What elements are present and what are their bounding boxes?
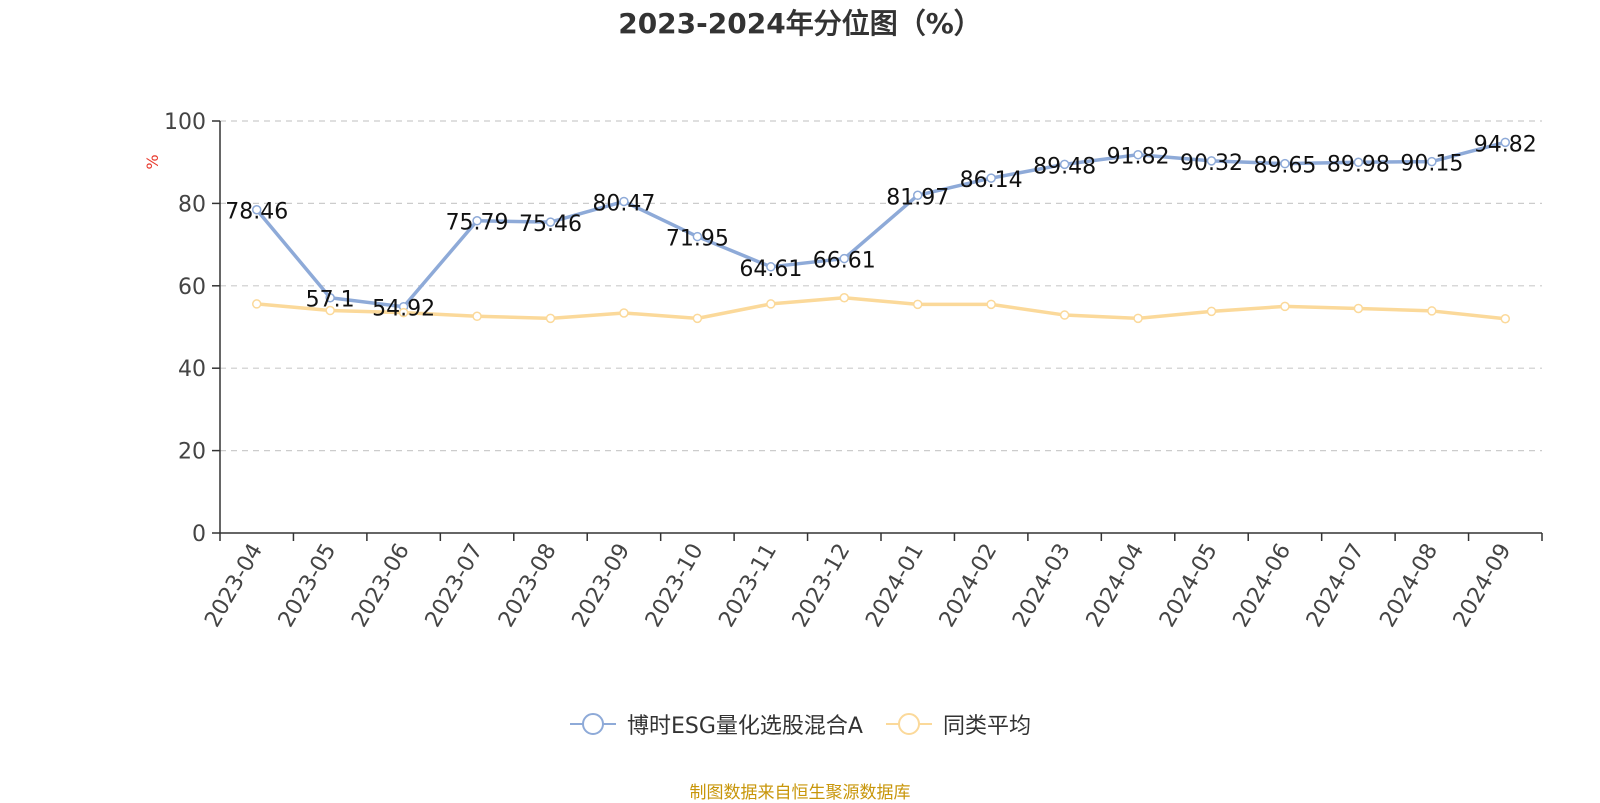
data-point: [251, 204, 262, 215]
grid-lines: [220, 120, 1542, 452]
axes: 0 20 40 60 80 100 2023-04 2023-05 2023-06 2023-07…: [164, 110, 1543, 632]
data-point: [766, 299, 776, 309]
data-label: 90.15: [1400, 152, 1463, 177]
series-line: [254, 295, 1508, 321]
series-1: [251, 137, 1511, 312]
x-tick-label: 2024-03: [1008, 540, 1076, 632]
y-tick-label: 100: [164, 110, 206, 135]
data-point: [912, 299, 923, 310]
x-tick-label: 2024-04: [1082, 540, 1150, 632]
x-tick-label: 2023-10: [641, 540, 709, 632]
data-point: [1280, 301, 1290, 312]
data-point: [325, 292, 335, 303]
data-point: [1206, 306, 1217, 317]
legend-marker-icon: [885, 713, 932, 735]
chart-title: 2023-2024年分位图（%）: [618, 7, 982, 40]
x-tick-label: 2023-08: [494, 540, 562, 632]
legend: 博时ESG量化选股混合A 同类平均: [0, 708, 1600, 740]
data-label: 80.47: [592, 191, 655, 216]
x-tick-label: 2024-07: [1302, 540, 1370, 632]
data-point: [1059, 310, 1070, 320]
x-tick-label: 2024-08: [1375, 540, 1443, 632]
data-point: [251, 299, 262, 309]
x-tick-label: 2023-04: [200, 540, 268, 632]
data-point: [472, 311, 482, 322]
x-tick-label: 2023-07: [421, 540, 489, 632]
data-label: 94.82: [1474, 132, 1537, 157]
x-tick-label: 2023-12: [788, 540, 856, 632]
x-tick-label: 2023-06: [347, 540, 415, 632]
data-point: [1427, 306, 1437, 316]
data-point: [545, 313, 556, 324]
data-point: [839, 292, 850, 303]
series-line: [254, 140, 1508, 309]
y-tick-label: 0: [192, 522, 206, 547]
legend-item-1[interactable]: 博时ESG量化选股混合A: [569, 708, 863, 740]
data-label: 89.48: [1033, 154, 1096, 179]
data-label: 75.46: [519, 212, 582, 237]
data-label: 90.32: [1180, 151, 1243, 176]
data-label: 89.65: [1253, 154, 1316, 179]
series-2: [251, 292, 1511, 324]
data-point: [1500, 314, 1511, 324]
data-label: 86.14: [960, 168, 1023, 193]
data-point: [1280, 158, 1290, 169]
data-point: [325, 305, 335, 316]
x-tick-label: 2023-05: [274, 540, 342, 632]
data-label: 57.1: [306, 288, 355, 313]
data-point: [986, 299, 996, 310]
y-axis-unit-label: %: [143, 154, 162, 169]
data-label: 78.46: [225, 200, 288, 225]
data-point: [545, 217, 556, 227]
data-label: 64.61: [739, 257, 802, 282]
legend-label: 博时ESG量化选股混合A: [627, 714, 863, 739]
data-point: [619, 196, 629, 207]
data-point: [1427, 156, 1437, 167]
data-point: [692, 231, 703, 242]
data-label: 71.95: [666, 227, 729, 252]
data-point: [472, 215, 482, 226]
data-label: 91.82: [1107, 145, 1170, 170]
y-tick-label: 80: [178, 192, 206, 217]
x-tick-label: 2023-11: [714, 540, 782, 632]
y-tick-label: 60: [178, 275, 206, 300]
data-point: [912, 190, 923, 201]
y-tick-label: 20: [178, 440, 206, 465]
source-note: 制图数据来自恒生聚源数据库: [689, 783, 911, 803]
data-point: [1206, 156, 1217, 166]
legend-marker-icon: [570, 713, 616, 735]
y-tick-label: 40: [178, 357, 206, 382]
x-tick-label: 2024-05: [1155, 540, 1223, 632]
x-tick-label: 2024-02: [935, 540, 1003, 632]
data-point: [1353, 157, 1364, 168]
data-point: [1059, 159, 1070, 170]
data-point: [1133, 313, 1143, 324]
data-label: 66.61: [813, 249, 876, 274]
legend-item-2[interactable]: 同类平均: [885, 708, 1031, 740]
data-point: [1353, 303, 1364, 314]
data-point: [692, 313, 703, 324]
x-tick-label: 2024-01: [861, 540, 929, 632]
x-tick-label: 2023-09: [568, 540, 636, 632]
series: [251, 137, 1511, 324]
data-point: [839, 253, 850, 264]
data-label: 89.98: [1327, 152, 1390, 177]
data-point: [1133, 149, 1143, 160]
x-tick-label: 2024-09: [1449, 540, 1517, 632]
data-labels: 78.46 57.1 54.92 75.79 75.46 80.47 71.95 64.61 6…: [225, 132, 1537, 321]
data-label: 75.79: [446, 211, 509, 236]
data-point: [398, 307, 409, 318]
legend-label: 同类平均: [942, 714, 1031, 739]
data-point: [619, 308, 629, 318]
data-point: [1500, 137, 1511, 148]
data-point: [986, 173, 996, 183]
data-point: [766, 262, 776, 272]
x-tick-label: 2024-06: [1229, 540, 1297, 632]
data-label: 81.97: [886, 185, 949, 210]
data-label: 54.92: [372, 297, 435, 322]
